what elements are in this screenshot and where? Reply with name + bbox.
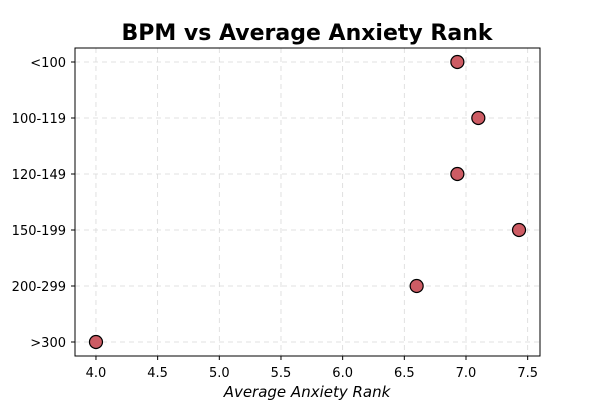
data-point	[511, 222, 527, 238]
x-tick-label: 4.0	[86, 366, 107, 381]
x-tick-label: 7.0	[456, 366, 477, 381]
chart-title: BPM vs Average Anxiety Rank	[121, 21, 493, 46]
x-tick-label: 6.0	[332, 366, 353, 381]
y-tick-label: >300	[30, 336, 66, 351]
y-tick-label: 100-119	[12, 112, 66, 127]
data-points	[88, 54, 527, 350]
x-tick-label: 4.5	[147, 366, 168, 381]
x-axis-label: Average Anxiety Rank	[223, 383, 392, 400]
y-tick-label: 200-299	[12, 280, 66, 295]
data-point	[471, 110, 486, 126]
data-point	[450, 54, 465, 70]
y-tick-label: 120-149	[12, 168, 66, 183]
data-point	[88, 334, 104, 350]
x-tick-label: 6.5	[394, 366, 415, 381]
data-point	[409, 278, 424, 294]
grid-lines	[75, 48, 540, 356]
data-point	[450, 166, 465, 182]
axis-ticks: 4.0 4.5 5.0 5.5 6.0 6.5 7.0 7.5 <100 100-119 120-1…	[12, 56, 538, 381]
x-tick-label: 5.0	[209, 366, 230, 381]
plot-frame	[74, 47, 541, 357]
y-tick-label: <100	[30, 56, 66, 71]
y-tick-label: 150-199	[12, 224, 66, 239]
x-tick-label: 7.5	[517, 366, 538, 381]
x-tick-label: 5.5	[271, 366, 292, 381]
